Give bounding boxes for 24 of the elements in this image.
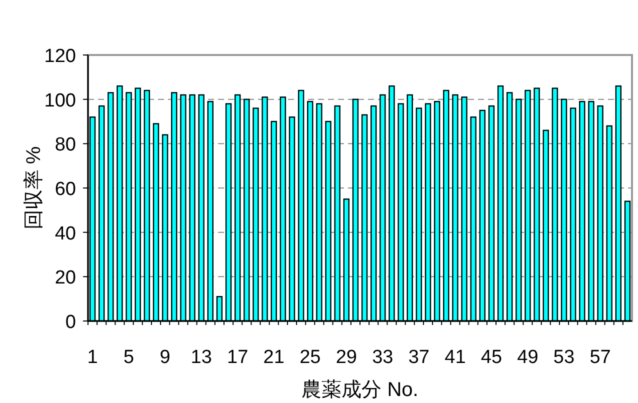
y-tick-label: 20: [54, 268, 76, 289]
x-tick-label: 13: [190, 347, 212, 368]
y-tick-label: 40: [54, 223, 76, 244]
x-tick-label: 9: [160, 347, 170, 368]
y-axis-title: 回収率 %: [23, 146, 45, 230]
x-tick-label: 21: [263, 347, 284, 368]
x-tick-label: 53: [553, 347, 575, 368]
y-tick-label: 0: [65, 312, 76, 333]
x-tick-label: 33: [372, 347, 394, 368]
x-tick-label: 49: [517, 347, 538, 368]
x-tick-label: 45: [480, 347, 502, 368]
x-tick-label: 29: [336, 347, 357, 368]
x-tick-label: 5: [124, 347, 134, 368]
x-tick-label: 1: [87, 347, 98, 368]
x-tick-label: 37: [408, 347, 430, 368]
x-tick-label: 57: [590, 347, 611, 368]
x-tick-label: 25: [300, 347, 321, 368]
x-tick-label: 17: [227, 347, 248, 368]
y-tick-label: 100: [44, 90, 76, 112]
y-tick-label: 60: [54, 179, 76, 200]
y-tick-label: 80: [54, 134, 76, 156]
x-tick-label: 41: [444, 347, 466, 368]
y-tick-label: 120: [44, 46, 76, 67]
x-axis-title: 農薬成分 No.: [302, 379, 418, 401]
